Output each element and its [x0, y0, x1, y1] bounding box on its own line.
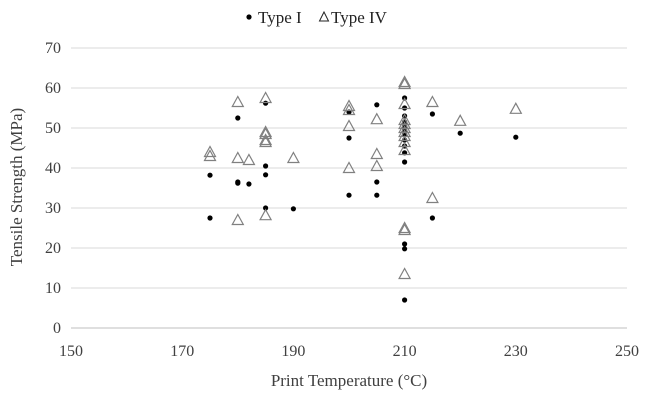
type-iv-point: [398, 117, 412, 130]
type-i-point: [346, 192, 352, 198]
y-tick-label: 70: [45, 40, 61, 57]
type-i-point: [235, 180, 241, 186]
type-i-point: [429, 111, 435, 117]
type-i-point: [402, 246, 408, 252]
type-i-point: [374, 179, 380, 185]
x-axis-title: Print Temperature (°C): [271, 371, 427, 390]
series-type-iv: [203, 75, 523, 280]
type-i-point: [263, 163, 269, 169]
x-tick-label: 170: [170, 343, 194, 360]
type-iv-point: [370, 112, 384, 125]
x-tick-label: 250: [615, 343, 639, 360]
legend-label-type-i: Type I: [258, 8, 302, 27]
type-i-point: [402, 241, 408, 247]
y-axis-ticks: 0 10 20 30 40 50 60 70: [45, 40, 61, 337]
type-iv-point: [370, 159, 384, 172]
y-tick-label: 50: [45, 120, 61, 137]
legend: Type I Type IV: [246, 8, 388, 27]
type-i-point: [402, 159, 408, 165]
type-iv-point: [231, 213, 245, 226]
type-iv-point: [342, 119, 356, 132]
type-iv-point: [398, 135, 412, 148]
y-axis-title: Tensile Strength (MPa): [7, 108, 26, 266]
type-i-point: [235, 115, 241, 121]
type-iv-point: [286, 151, 300, 164]
y-tick-label: 30: [45, 200, 61, 217]
type-iv-point: [425, 95, 439, 108]
type-iv-point: [259, 135, 273, 148]
type-iv-point: [231, 151, 245, 164]
type-i-point: [457, 130, 463, 136]
legend-dot-marker: [246, 14, 252, 20]
type-iv-point: [242, 153, 256, 166]
type-iv-point: [259, 91, 273, 104]
type-i-point: [374, 192, 380, 198]
type-iv-point: [342, 99, 356, 112]
type-iv-point: [203, 145, 217, 158]
type-iv-point: [398, 223, 412, 236]
type-iv-point: [398, 113, 412, 126]
x-axis-ticks: 150 170 190 210 230 250: [59, 343, 639, 360]
type-i-point: [290, 206, 296, 212]
type-i-point: [263, 205, 269, 211]
type-iv-point: [370, 147, 384, 160]
type-i-point: [246, 181, 252, 187]
type-iv-point: [509, 102, 523, 114]
type-i-point: [263, 100, 269, 106]
type-iv-point: [203, 149, 217, 162]
x-tick-label: 230: [504, 343, 528, 360]
type-iv-point: [231, 95, 245, 108]
type-iv-point: [259, 127, 273, 140]
type-i-point: [402, 297, 408, 303]
type-iv-point: [398, 121, 412, 134]
type-iv-point: [342, 161, 356, 174]
y-tick-label: 60: [45, 80, 61, 97]
legend-label-type-iv: Type IV: [331, 8, 388, 27]
y-tick-label: 20: [45, 240, 61, 257]
type-iv-point: [398, 97, 412, 110]
type-i-point: [207, 172, 213, 178]
type-i-point: [207, 215, 213, 221]
type-iv-point: [398, 77, 412, 90]
y-tick-label: 0: [53, 320, 61, 337]
x-tick-label: 150: [59, 343, 83, 360]
x-tick-label: 210: [393, 343, 417, 360]
x-tick-label: 190: [281, 343, 305, 360]
type-i-point: [374, 102, 380, 108]
gridlines: [71, 47, 627, 289]
type-iv-point: [259, 133, 273, 146]
legend-triangle-marker: [318, 10, 330, 22]
type-iv-point: [425, 191, 439, 204]
type-iv-point: [398, 129, 412, 142]
type-iv-point: [453, 114, 467, 126]
type-iv-point: [259, 208, 273, 221]
type-i-point: [429, 215, 435, 221]
type-iv-point: [398, 75, 412, 88]
type-i-point: [263, 172, 269, 178]
type-iv-point: [398, 267, 412, 280]
type-iv-point: [398, 143, 412, 156]
type-iv-point: [398, 221, 412, 234]
series-type-i: [207, 95, 519, 303]
y-tick-label: 10: [45, 280, 61, 297]
type-iv-point: [342, 103, 356, 116]
y-tick-label: 40: [45, 160, 61, 177]
type-i-point: [513, 134, 519, 140]
type-i-point: [346, 135, 352, 141]
